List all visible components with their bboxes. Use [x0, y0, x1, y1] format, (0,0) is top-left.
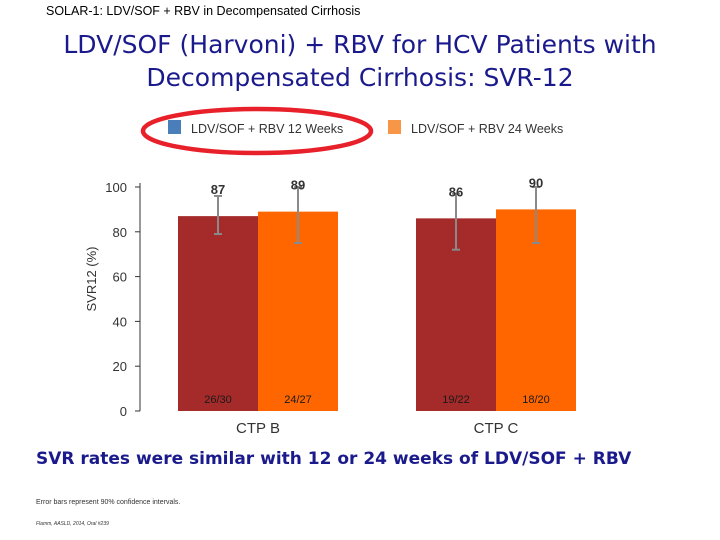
y-tick-label: 100	[105, 180, 127, 195]
y-tick-label: 0	[120, 404, 127, 419]
x-category-label: CTP C	[474, 420, 519, 437]
chart-bars: 87 26/30 86 19/22 89 24/27 90 18/20 CTP B CTP C	[178, 175, 576, 437]
bar-n-label: 19/22	[442, 394, 470, 406]
y-tick-label: 80	[113, 225, 127, 240]
x-category-label: CTP B	[236, 420, 280, 437]
y-tick-label: 60	[113, 270, 127, 285]
chart-axes: 0 20 40 60 80 100	[105, 180, 141, 419]
y-tick-label: 40	[113, 314, 127, 329]
legend-label-12-weeks: LDV/SOF + RBV 12 Weeks	[191, 122, 343, 136]
slide-title: LDV/SOF (Harvoni) + RBV for HCV Patients…	[60, 28, 660, 94]
bar-value-label: 90	[529, 175, 543, 190]
bar-n-label: 18/20	[522, 394, 550, 406]
citation: Flamm, AASLD, 2014, Oral #239	[36, 521, 109, 527]
slide-header-label: SOLAR-1: LDV/SOF + RBV in Decompensated …	[46, 4, 361, 18]
bar-value-label: 89	[291, 178, 305, 193]
y-tick-label: 20	[113, 359, 127, 374]
slide-title-line-2: Decompensated Cirrhosis: SVR-12	[146, 63, 574, 92]
legend-swatch-24-weeks	[388, 120, 401, 134]
legend-swatch-12-weeks	[168, 120, 181, 134]
legend-highlight-circle	[140, 106, 374, 156]
slide-title-line-1: LDV/SOF (Harvoni) + RBV for HCV Patients…	[63, 30, 657, 59]
chart-legend: LDV/SOF + RBV 12 Weeks LDV/SOF + RBV 24 …	[140, 106, 563, 156]
bar-n-label: 26/30	[204, 394, 232, 406]
footnote: Error bars represent 90% confidence inte…	[36, 499, 181, 506]
bar	[258, 211, 338, 411]
y-axis-label: SVR12 (%)	[84, 246, 99, 311]
bar-value-label: 86	[449, 184, 463, 199]
legend-label-24-weeks: LDV/SOF + RBV 24 Weeks	[411, 122, 563, 136]
bar-n-label: 24/27	[284, 394, 312, 406]
conclusion-text: SVR rates were similar with 12 or 24 wee…	[36, 449, 632, 469]
bar-value-label: 87	[211, 182, 225, 197]
bar	[178, 216, 258, 411]
